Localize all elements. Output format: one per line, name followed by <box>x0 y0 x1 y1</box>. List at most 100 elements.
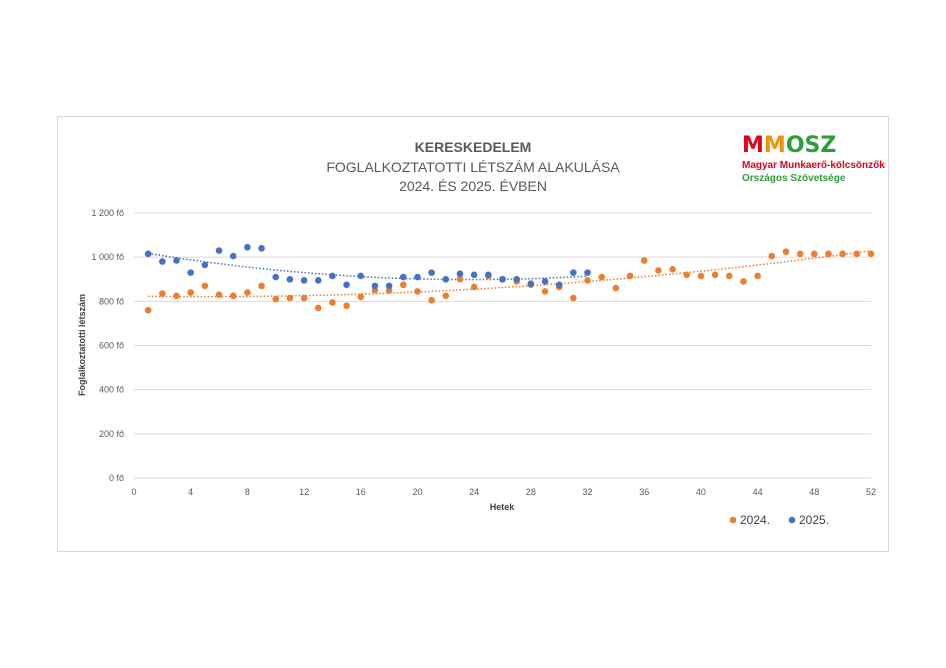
y-tick-label: 1 000 fő <box>91 252 124 262</box>
data-point-series-1 <box>669 266 676 273</box>
data-point-series-2 <box>343 281 350 289</box>
x-tick-label: 52 <box>866 487 876 497</box>
data-point-series-2 <box>286 275 294 283</box>
data-point-series-2 <box>229 252 237 260</box>
data-point-series-2 <box>428 269 435 276</box>
chart-subtitle-line-1: FOGLALKOZTATOTTI LÉTSZÁM ALAKULÁSA <box>326 159 620 175</box>
data-point-series-1 <box>229 292 237 300</box>
x-axis-title: Hetek <box>490 502 516 512</box>
data-point-series-1 <box>626 272 634 280</box>
mmosz-logo: MMOSZ Magyar Munkaerő-kölcsönzők Országo… <box>742 133 892 185</box>
data-point-series-1 <box>839 250 846 258</box>
data-point-series-2 <box>570 269 577 276</box>
data-point-series-1 <box>343 302 350 310</box>
y-tick-label: 400 fő <box>99 385 124 395</box>
data-point-series-1 <box>414 288 421 295</box>
data-point-series-1 <box>683 271 691 279</box>
logo-text-line-1: Magyar Munkaerő-kölcsönzők <box>742 160 885 171</box>
x-tick-label: 44 <box>753 487 763 497</box>
data-point-series-1 <box>187 289 194 296</box>
data-point-series-2 <box>357 272 365 280</box>
data-point-series-2 <box>399 273 407 281</box>
data-point-series-1 <box>796 250 804 258</box>
trendline-series-1 <box>148 249 872 298</box>
data-point-series-2 <box>300 277 308 284</box>
data-point-series-2 <box>470 271 478 279</box>
x-tick-label: 12 <box>299 487 309 497</box>
legend-label-series-2: 2025. <box>799 513 829 527</box>
y-tick-label: 200 fő <box>99 429 124 439</box>
data-point-series-1 <box>541 288 549 295</box>
legend-marker-series-1 <box>729 516 737 524</box>
x-tick-label: 28 <box>526 487 536 497</box>
data-point-series-1 <box>442 292 450 300</box>
data-point-series-1 <box>598 273 606 281</box>
y-tick-label: 0 fő <box>109 473 124 483</box>
logo-mark-m2: M <box>763 133 786 158</box>
axis-ticks: 0 fő 200 fő 400 fő 600 fő 800 fő 1 000 fő 1 20… <box>91 208 876 497</box>
y-axis-title: Foglalkoztatotti létszám <box>77 294 87 396</box>
data-point-series-2 <box>314 277 322 284</box>
data-point-series-1 <box>470 283 478 291</box>
data-point-series-1 <box>768 252 776 260</box>
data-point-series-1 <box>655 267 662 274</box>
data-points <box>144 243 875 314</box>
data-point-series-2 <box>456 270 464 278</box>
data-point-series-1 <box>725 272 733 280</box>
data-point-series-2 <box>144 250 152 258</box>
data-point-series-1 <box>357 293 365 301</box>
y-tick-label: 1 200 fő <box>91 208 124 218</box>
x-tick-label: 36 <box>639 487 649 497</box>
data-point-series-1 <box>697 272 705 280</box>
data-point-series-1 <box>740 278 747 285</box>
data-point-series-1 <box>853 250 861 258</box>
legend-marker-series-2 <box>788 516 796 524</box>
data-point-series-1 <box>811 250 818 258</box>
data-point-series-1 <box>570 294 577 302</box>
data-point-series-2 <box>513 275 520 283</box>
data-point-series-2 <box>414 273 421 281</box>
data-point-series-2 <box>159 258 166 265</box>
x-tick-label: 40 <box>696 487 706 497</box>
data-point-series-1 <box>314 304 322 312</box>
data-point-series-1 <box>640 257 648 264</box>
logo-mark-rest: OSZ <box>785 133 837 158</box>
data-point-series-2 <box>584 269 591 276</box>
data-point-series-2 <box>371 282 379 290</box>
data-point-series-1 <box>399 281 407 289</box>
data-point-series-2 <box>442 275 450 283</box>
data-point-series-1 <box>300 294 308 302</box>
data-point-series-1 <box>456 275 464 283</box>
gridlines <box>134 212 871 479</box>
data-point-series-1 <box>173 292 180 300</box>
data-point-series-2 <box>485 271 492 279</box>
chart-area <box>57 116 889 552</box>
x-tick-label: 24 <box>469 487 479 497</box>
data-point-series-1 <box>782 248 790 255</box>
x-tick-label: 4 <box>188 487 193 497</box>
data-point-series-2 <box>499 275 506 283</box>
x-tick-label: 48 <box>809 487 819 497</box>
y-tick-label: 600 fő <box>99 341 124 351</box>
data-point-series-2 <box>258 245 265 252</box>
x-tick-label: 0 <box>131 487 136 497</box>
data-point-series-1 <box>711 271 719 279</box>
logo-mark-m1: M <box>742 133 764 158</box>
logo-text-line-2: Országos Szövetsége <box>742 173 846 184</box>
data-point-series-2 <box>272 273 280 281</box>
data-point-series-1 <box>244 289 251 296</box>
legend-label-series-1: 2024. <box>740 513 770 527</box>
x-tick-label: 32 <box>583 487 593 497</box>
x-tick-label: 16 <box>356 487 366 497</box>
x-tick-label: 20 <box>412 487 422 497</box>
data-point-series-1 <box>215 291 223 299</box>
data-point-series-2 <box>555 281 563 289</box>
data-point-series-1 <box>286 294 294 302</box>
legend: 2024. 2025. <box>729 513 829 527</box>
data-point-series-1 <box>258 282 265 290</box>
data-point-series-2 <box>201 261 209 269</box>
data-point-series-1 <box>159 290 166 297</box>
data-point-series-1 <box>144 306 152 314</box>
data-point-series-2 <box>527 280 535 287</box>
chart-title: KERESKEDELEM <box>414 139 532 155</box>
